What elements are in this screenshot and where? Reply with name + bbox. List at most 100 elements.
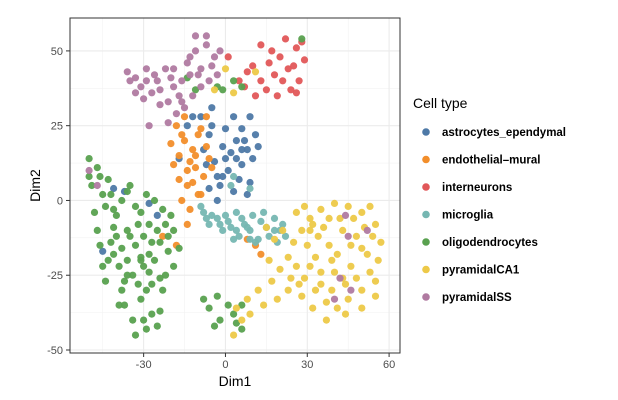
data-point bbox=[137, 83, 145, 91]
legend-key bbox=[422, 265, 430, 274]
legend-label: microglia bbox=[442, 210, 494, 222]
data-point bbox=[112, 211, 120, 219]
data-point bbox=[131, 202, 140, 210]
data-point bbox=[249, 155, 257, 163]
data-point bbox=[290, 238, 298, 246]
data-point bbox=[377, 238, 385, 246]
data-point bbox=[191, 86, 200, 94]
data-point bbox=[221, 125, 230, 133]
data-point bbox=[153, 322, 161, 330]
data-point bbox=[104, 256, 112, 264]
data-point bbox=[213, 71, 221, 79]
legend-label: endothelial–mural bbox=[442, 155, 540, 167]
data-point bbox=[161, 271, 170, 279]
data-point bbox=[167, 74, 175, 82]
data-point bbox=[298, 35, 306, 43]
data-point bbox=[197, 113, 205, 121]
data-point bbox=[311, 253, 320, 261]
data-point bbox=[150, 196, 159, 205]
data-point bbox=[180, 104, 189, 112]
data-point bbox=[347, 286, 355, 294]
data-point bbox=[224, 166, 232, 175]
data-point bbox=[344, 295, 352, 303]
data-point bbox=[140, 95, 148, 103]
data-point bbox=[363, 226, 371, 234]
data-point bbox=[336, 274, 344, 282]
data-point bbox=[137, 208, 145, 216]
panel-border bbox=[69, 17, 401, 354]
x-tick-label: 60 bbox=[383, 359, 395, 371]
data-point bbox=[205, 131, 213, 139]
data-point bbox=[99, 262, 107, 270]
data-point bbox=[347, 262, 355, 270]
data-point bbox=[295, 77, 303, 85]
data-point bbox=[358, 244, 366, 252]
data-point bbox=[189, 113, 197, 121]
data-point bbox=[281, 232, 290, 240]
data-point bbox=[344, 202, 352, 210]
data-point bbox=[257, 41, 265, 49]
data-point bbox=[85, 155, 93, 163]
data-point bbox=[298, 226, 306, 234]
data-point bbox=[224, 217, 232, 225]
data-point bbox=[363, 250, 371, 258]
data-point bbox=[110, 250, 118, 258]
data-point bbox=[246, 235, 254, 243]
data-point bbox=[202, 161, 210, 169]
y-tick-label: -25 bbox=[47, 270, 63, 282]
data-point bbox=[183, 122, 191, 130]
data-point bbox=[140, 316, 148, 324]
data-point bbox=[251, 92, 260, 100]
data-point bbox=[292, 262, 300, 270]
data-point bbox=[142, 65, 150, 73]
data-point bbox=[126, 232, 134, 240]
data-point bbox=[270, 71, 279, 79]
data-point bbox=[221, 155, 230, 163]
data-point bbox=[183, 220, 191, 228]
data-point bbox=[93, 226, 101, 234]
data-point bbox=[101, 277, 110, 285]
data-point bbox=[123, 226, 131, 234]
data-point bbox=[216, 316, 224, 324]
data-point bbox=[227, 223, 235, 231]
data-point bbox=[159, 205, 167, 213]
data-point bbox=[276, 53, 284, 61]
data-point bbox=[260, 301, 268, 309]
data-point bbox=[90, 208, 99, 216]
data-point bbox=[213, 214, 221, 222]
data-point bbox=[246, 113, 254, 121]
data-point bbox=[216, 47, 224, 55]
data-point bbox=[126, 77, 134, 85]
data-point bbox=[194, 131, 202, 139]
data-point bbox=[254, 235, 262, 243]
data-point bbox=[292, 208, 300, 216]
legend-title: Cell type bbox=[413, 95, 468, 111]
data-point bbox=[262, 86, 270, 94]
y-tick-label: -50 bbox=[47, 345, 63, 357]
data-point bbox=[276, 265, 284, 273]
data-point bbox=[238, 83, 246, 91]
data-point bbox=[167, 140, 175, 148]
data-point bbox=[175, 244, 183, 252]
data-point bbox=[219, 143, 227, 151]
data-point bbox=[224, 53, 232, 61]
data-point bbox=[306, 262, 314, 270]
data-point bbox=[200, 208, 208, 216]
data-point bbox=[371, 277, 380, 285]
data-point bbox=[219, 172, 227, 181]
data-point bbox=[292, 89, 300, 97]
data-point bbox=[205, 220, 213, 228]
data-point bbox=[140, 232, 148, 240]
data-point bbox=[257, 250, 265, 258]
data-point bbox=[145, 122, 153, 130]
data-point bbox=[230, 77, 238, 85]
data-point bbox=[186, 158, 194, 166]
data-point bbox=[96, 241, 104, 249]
data-point bbox=[118, 286, 126, 294]
data-point bbox=[230, 89, 238, 97]
data-point bbox=[240, 220, 249, 228]
data-point bbox=[186, 205, 194, 213]
data-point bbox=[284, 286, 292, 294]
data-point bbox=[186, 71, 194, 79]
data-point bbox=[336, 214, 344, 222]
